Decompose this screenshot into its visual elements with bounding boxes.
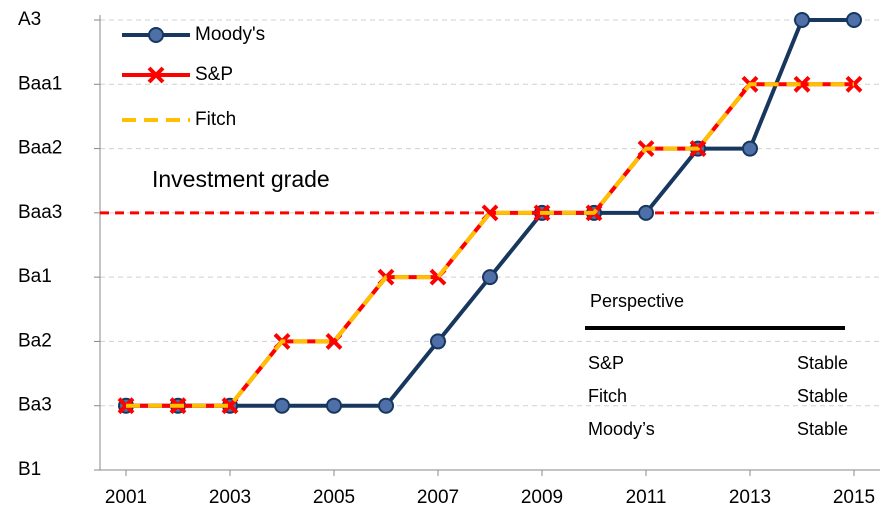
table-cell: Stable <box>797 419 848 439</box>
y-tick-label: Baa2 <box>18 138 62 159</box>
table-title: Perspective <box>590 291 684 311</box>
point <box>793 75 811 93</box>
point <box>846 12 862 28</box>
reference-label: Investment grade <box>152 166 330 192</box>
point <box>742 140 758 157</box>
x-tick-label: 2005 <box>313 487 355 508</box>
point <box>638 204 654 221</box>
x-tick-label: 2007 <box>417 487 459 508</box>
y-tick-label: A3 <box>18 9 41 30</box>
point <box>482 269 498 286</box>
x-tick-label: 2013 <box>729 487 771 508</box>
point <box>378 397 394 414</box>
point <box>274 397 290 414</box>
x-tick-label: 2001 <box>105 487 147 508</box>
table-cell: Stable <box>797 353 848 373</box>
legend-marker <box>147 66 165 84</box>
y-tick-label: Ba2 <box>18 330 52 351</box>
table-cell: Fitch <box>588 386 627 406</box>
legend-label: Fitch <box>195 109 236 130</box>
series-line <box>126 82 854 408</box>
y-tick-label: Baa1 <box>18 73 62 94</box>
legend-label: S&P <box>195 64 233 85</box>
point <box>430 333 446 350</box>
table-cell: Stable <box>797 386 848 406</box>
table-cell: Moody’s <box>588 419 655 439</box>
x-tick-label: 2009 <box>521 487 563 508</box>
series-line <box>126 82 854 408</box>
point <box>326 397 342 414</box>
y-tick-label: B1 <box>18 459 41 480</box>
x-tick-label: 2011 <box>626 487 667 508</box>
y-tick-label: Baa3 <box>18 202 62 223</box>
x-tick-label: 2003 <box>209 487 251 508</box>
y-tick-label: Ba1 <box>18 266 52 287</box>
y-tick-label: Ba3 <box>18 395 52 416</box>
table-cell: S&P <box>588 353 624 373</box>
x-tick-label: 2015 <box>833 487 875 508</box>
legend-label: Moody's <box>195 24 265 45</box>
legend-marker <box>148 27 164 43</box>
point <box>794 12 810 28</box>
